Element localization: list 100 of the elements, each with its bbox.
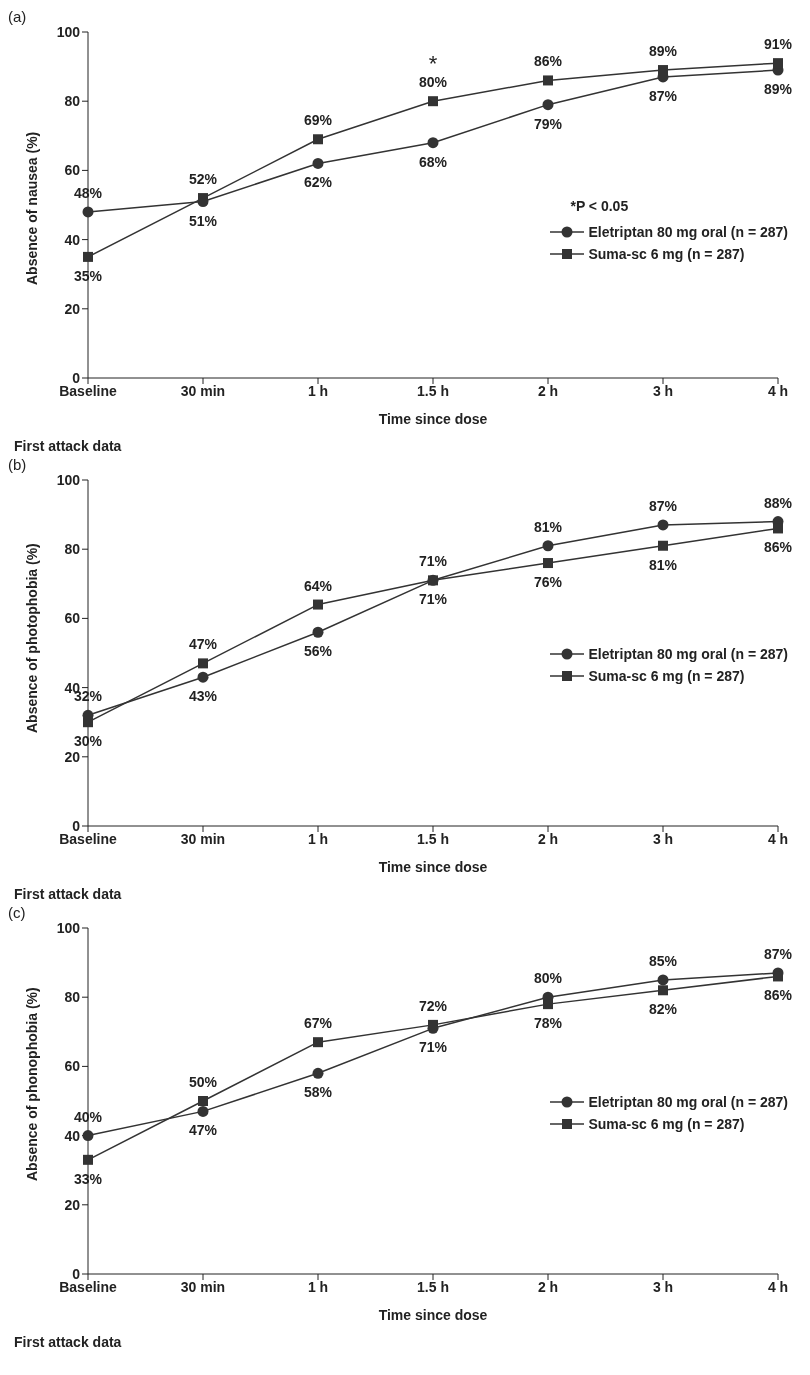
data-label: 30% <box>73 733 103 750</box>
x-tick-label: 1.5 h <box>417 382 449 399</box>
point <box>658 540 668 551</box>
legend-label: Suma-sc 6 mg (n = 287) <box>588 668 745 684</box>
y-tick-label: 60 <box>64 1058 81 1075</box>
point <box>197 1105 209 1117</box>
x-axis-title: Time since dose <box>378 411 488 427</box>
legend-label: Suma-sc 6 mg (n = 287) <box>588 246 745 262</box>
x-tick-label: 2 h <box>537 1278 559 1295</box>
point <box>313 1037 323 1048</box>
data-label: 82% <box>648 1001 678 1018</box>
y-tick-label: 20 <box>64 300 81 317</box>
chart-title: (c) <box>8 904 26 921</box>
point <box>197 671 209 683</box>
y-tick-label: 80 <box>64 541 81 558</box>
point <box>543 999 553 1010</box>
point <box>312 1067 324 1079</box>
data-label: 81% <box>533 518 563 535</box>
text: First attack data <box>14 1334 122 1350</box>
point <box>658 985 668 996</box>
y-tick-label: 100 <box>56 23 81 40</box>
point <box>82 206 94 218</box>
data-label: 79% <box>533 115 563 132</box>
data-label: 52% <box>188 171 218 188</box>
data-label: 51% <box>188 212 218 229</box>
y-tick-label: 80 <box>64 93 81 110</box>
data-label: 81% <box>648 556 678 573</box>
y-tick-label: 20 <box>64 1196 81 1213</box>
data-label: 33% <box>73 1170 103 1187</box>
x-tick-label: 2 h <box>537 382 559 399</box>
data-label: 89% <box>763 81 793 98</box>
point <box>428 575 438 586</box>
point <box>83 717 93 728</box>
point <box>773 58 783 69</box>
chart-title: (a) <box>8 8 27 25</box>
data-label: 91% <box>763 36 793 53</box>
point <box>312 626 324 638</box>
y-tick-label: 20 <box>64 748 81 765</box>
x-tick-label: 1.5 h <box>417 830 449 847</box>
legend-label: Eletriptan 80 mg oral (n = 287) <box>588 1094 788 1110</box>
data-label: 68% <box>418 153 448 170</box>
data-label: 86% <box>533 53 563 70</box>
text: First attack data <box>14 886 122 902</box>
x-tick-label: 3 h <box>652 1278 674 1295</box>
data-label: 86% <box>763 539 793 556</box>
x-axis-title: Time since dose <box>378 859 488 875</box>
data-label: 40% <box>73 1108 103 1125</box>
point <box>657 974 669 986</box>
y-axis-title: Absence of phonophobia (%) <box>23 987 40 1181</box>
y-tick-label: 100 <box>56 919 81 936</box>
x-axis-title: Time since dose <box>378 1307 488 1323</box>
x-tick-label: 4 h <box>767 830 789 847</box>
data-label: 87% <box>763 945 793 962</box>
data-label: 78% <box>533 1015 563 1032</box>
legend-label: Eletriptan 80 mg oral (n = 287) <box>588 224 788 240</box>
y-tick-label: 40 <box>64 231 81 248</box>
point <box>313 599 323 610</box>
x-tick-label: 4 h <box>767 382 789 399</box>
data-label: 56% <box>303 643 333 660</box>
data-label: 47% <box>188 636 218 653</box>
point <box>83 251 93 262</box>
point <box>312 157 324 169</box>
point <box>657 519 669 531</box>
x-tick-label: 30 min <box>180 830 226 847</box>
data-label: 80% <box>418 74 448 91</box>
x-tick-label: 2 h <box>537 830 559 847</box>
point <box>198 658 208 669</box>
x-tick-label: 4 h <box>767 1278 789 1295</box>
data-label: 87% <box>648 497 678 514</box>
data-label: 89% <box>648 43 678 60</box>
y-tick-label: 40 <box>64 1127 81 1144</box>
point <box>658 65 668 76</box>
point <box>313 134 323 145</box>
data-label: 48% <box>73 184 103 201</box>
y-axis-title: Absence of photophobia (%) <box>23 543 40 733</box>
legend-label: Eletriptan 80 mg oral (n = 287) <box>588 646 788 662</box>
x-tick-label: 3 h <box>652 382 674 399</box>
data-label: 86% <box>763 987 793 1004</box>
point <box>543 558 553 569</box>
data-label: 64% <box>303 577 333 594</box>
point <box>542 99 554 111</box>
data-label: 69% <box>303 112 333 129</box>
x-tick-label: 1 h <box>307 382 329 399</box>
x-tick-label: 3 h <box>652 830 674 847</box>
data-label: 67% <box>303 1015 333 1032</box>
chart-title: (b) <box>8 456 27 473</box>
point <box>428 96 438 107</box>
text: First attack data <box>14 438 122 454</box>
data-label: 80% <box>533 970 563 987</box>
y-axis-title: Absence of nausea (%) <box>23 131 40 285</box>
data-label: 71% <box>418 591 448 608</box>
data-label: 47% <box>188 1122 218 1139</box>
point <box>543 75 553 86</box>
y-tick-label: 60 <box>64 162 81 179</box>
x-tick-label: 1 h <box>307 1278 329 1295</box>
y-tick-label: 60 <box>64 610 81 627</box>
data-label: 76% <box>533 574 563 591</box>
point <box>83 1154 93 1165</box>
data-label: 58% <box>303 1084 333 1101</box>
point <box>82 1130 94 1142</box>
